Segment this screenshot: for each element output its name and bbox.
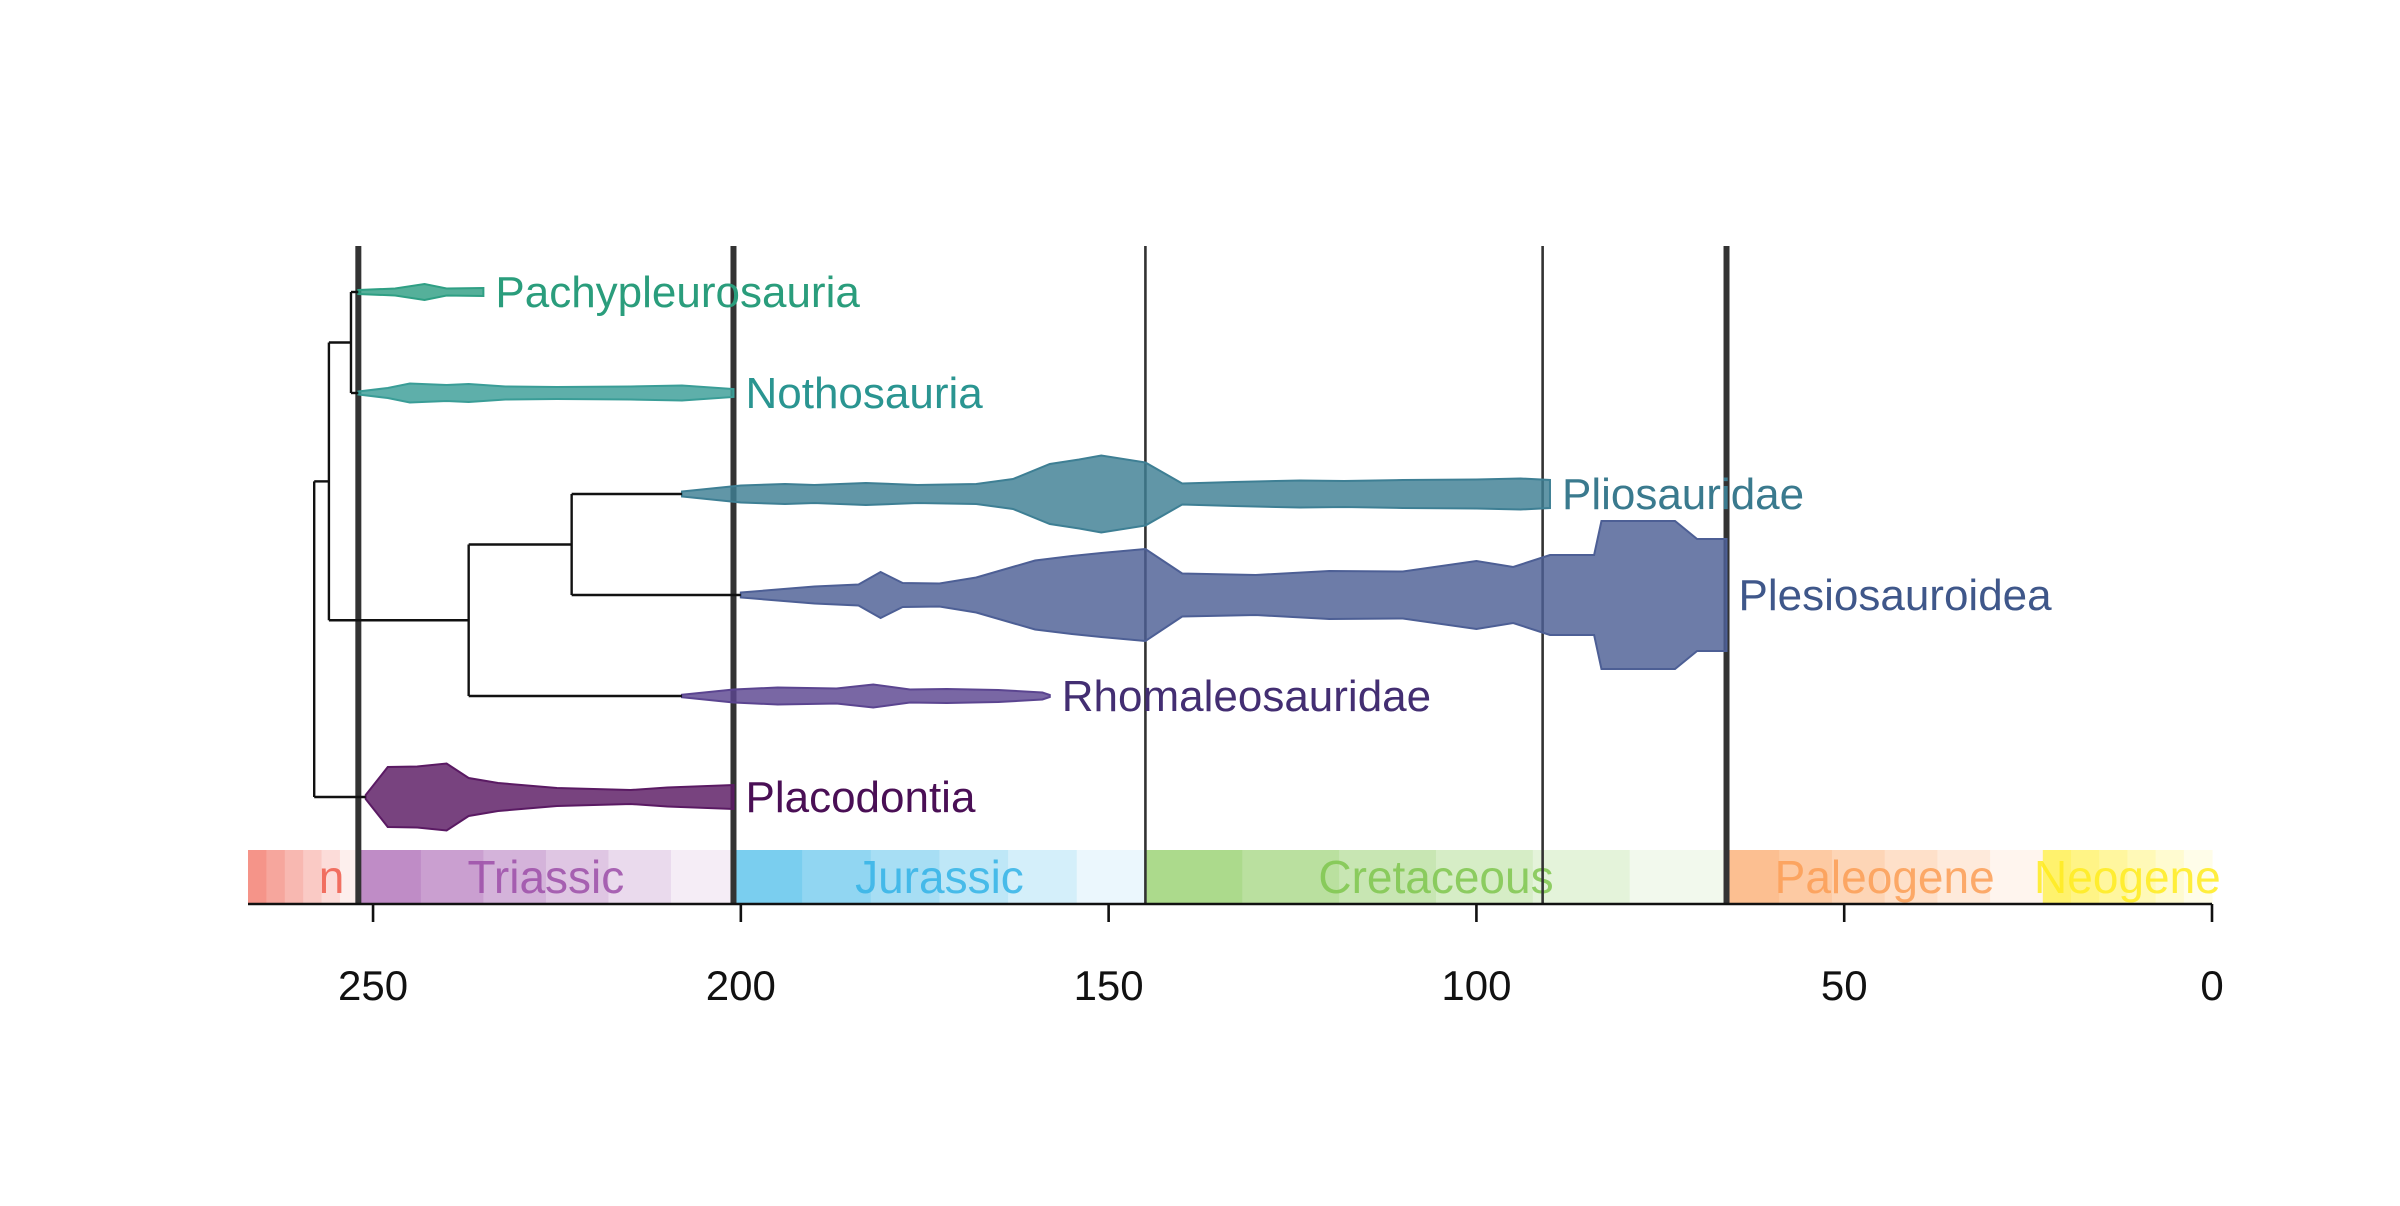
period-band-triassic-1 [420, 850, 484, 904]
period-band-triassic-3 [545, 850, 610, 904]
phylogenetic-tree [313, 290, 741, 799]
period-band-jurassic-0 [733, 850, 803, 904]
period-band-cretaceous-3 [1435, 850, 1534, 904]
period-band-permian-2 [284, 850, 304, 904]
period-band-paleogene-1 [1779, 850, 1833, 904]
shape-nothosauria [357, 382, 735, 404]
label-rhomaleosauridae: Rhomaleosauridae [1062, 672, 1431, 721]
period-label-neogene: Neogene [2034, 851, 2221, 903]
x-tick-label-50: 50 [1821, 962, 1868, 1009]
period-band-cretaceous-4 [1532, 850, 1631, 904]
period-band-paleogene-4 [1937, 850, 1991, 904]
period-band-neogene-1 [2071, 850, 2100, 904]
x-tick-label-200: 200 [706, 962, 776, 1009]
period-band-neogene-3 [2127, 850, 2157, 904]
period-label-cretaceous: Cretaceous [1318, 851, 1553, 903]
label-pachypleurosauria: Pachypleurosauria [495, 268, 860, 317]
period-band-triassic-2 [483, 850, 547, 904]
x-tick-label-0: 0 [2200, 962, 2223, 1009]
period-band-paleogene-3 [1884, 850, 1938, 904]
period-band-paleogene-2 [1831, 850, 1886, 904]
period-label-triassic: Triassic [468, 851, 625, 903]
period-label-jurassic: Jurassic [855, 851, 1024, 903]
x-tick-label-150: 150 [1074, 962, 1144, 1009]
period-band-neogene-4 [2155, 850, 2185, 904]
period-band-jurassic-4 [1008, 850, 1078, 904]
period-band-triassic-4 [608, 850, 672, 904]
period-band-permian-4 [321, 850, 341, 904]
label-plesiosauroidea: Plesiosauroidea [1739, 571, 2053, 620]
period-band-jurassic-1 [802, 850, 872, 904]
shape-placodontia [364, 762, 735, 832]
period-band-jurassic-5 [1076, 850, 1147, 904]
period-band-permian-5 [339, 850, 359, 904]
period-band-neogene-0 [2042, 850, 2072, 904]
period-band-cretaceous-2 [1339, 850, 1437, 904]
period-band-cretaceous-1 [1242, 850, 1340, 904]
period-band-paleogene-0 [1726, 850, 1780, 904]
period-band-triassic-0 [358, 850, 422, 904]
period-band-triassic-5 [670, 850, 735, 904]
period-band-cretaceous-5 [1629, 850, 1728, 904]
clade-diversity-shapes [357, 282, 1728, 832]
label-nothosauria: Nothosauria [745, 369, 983, 418]
period-band-jurassic-3 [939, 850, 1009, 904]
clade-labels: Pachypleurosauria Nothosauria Pliosauridae… [495, 268, 2052, 822]
period-band-jurassic-2 [870, 850, 941, 904]
shape-pachypleurosauria [357, 282, 485, 302]
shape-plesiosauroidea [739, 520, 1728, 670]
geologic-timescale-bar: n Triassic Jurassic Cretaceous Paleogene Neog… [248, 850, 2221, 904]
period-band-permian-0 [248, 850, 267, 904]
period-band-permian-3 [303, 850, 323, 904]
period-label-permian: n [319, 851, 345, 903]
period-band-neogene-2 [2099, 850, 2129, 904]
shape-rhomaleosauridae [680, 683, 1051, 709]
label-placodontia: Placodontia [745, 773, 975, 822]
period-band-permian-1 [266, 850, 286, 904]
period-band-cretaceous-0 [1145, 850, 1243, 904]
x-axis: 250 200 150 100 50 0 [248, 902, 2224, 1009]
x-tick-label-100: 100 [1441, 962, 1511, 1009]
shape-pliosauridae [680, 454, 1551, 534]
period-band-neogene-5 [2183, 850, 2213, 904]
label-pliosauridae: Pliosauridae [1562, 470, 1804, 519]
period-band-paleogene-5 [1990, 850, 2044, 904]
period-label-paleogene: Paleogene [1775, 851, 1995, 903]
x-tick-label-250: 250 [338, 962, 408, 1009]
